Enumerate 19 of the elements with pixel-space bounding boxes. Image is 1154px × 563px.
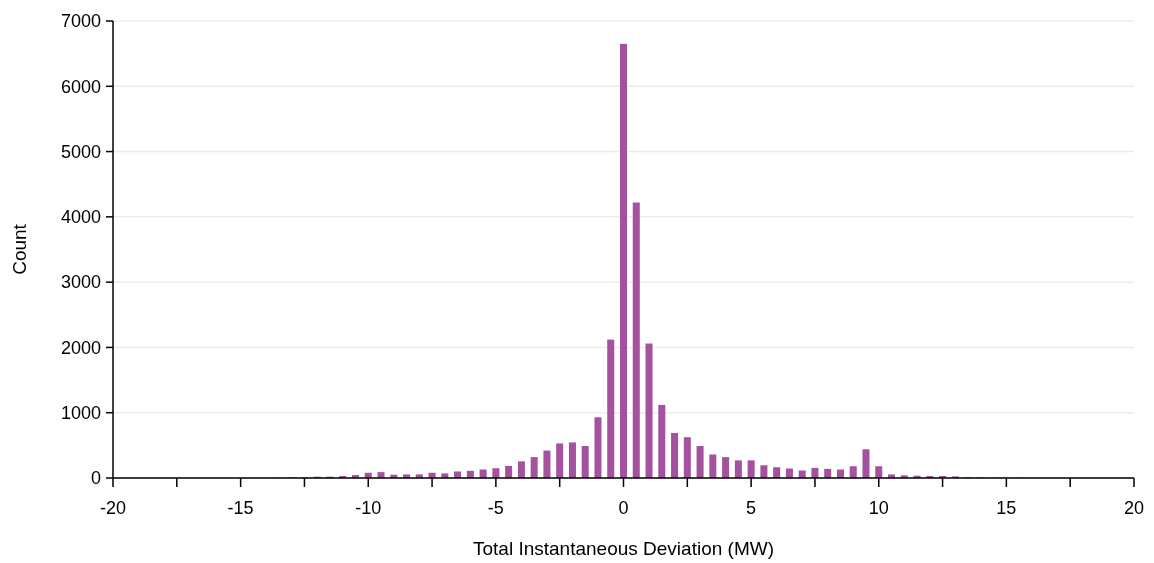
y-tick-label: 0: [90, 468, 101, 489]
x-tick-label: -10: [355, 498, 382, 518]
x-tick-label: 5: [746, 498, 757, 518]
y-tick-label: 6000: [60, 76, 101, 97]
x-tick-label: -5: [487, 498, 504, 518]
x-tick-label: -20: [99, 498, 127, 518]
y-tick-label: 2000: [60, 337, 101, 358]
y-tick-label: 4000: [60, 207, 101, 228]
y-tick-label: 7000: [60, 11, 101, 32]
x-tick-label: 0: [618, 498, 629, 518]
x-tick-label: -15: [227, 498, 254, 518]
x-tick-label: 20: [1123, 498, 1145, 518]
x-tick-label: 10: [868, 498, 889, 518]
x-tick-label: 15: [996, 498, 1017, 518]
y-tick-label: 5000: [60, 141, 101, 162]
x-axis-title: Total Instantaneous Deviation (MW): [473, 538, 774, 559]
y-axis-title: Count: [9, 223, 30, 275]
y-tick-label: 3000: [60, 272, 101, 293]
y-tick-label: 1000: [60, 403, 101, 424]
